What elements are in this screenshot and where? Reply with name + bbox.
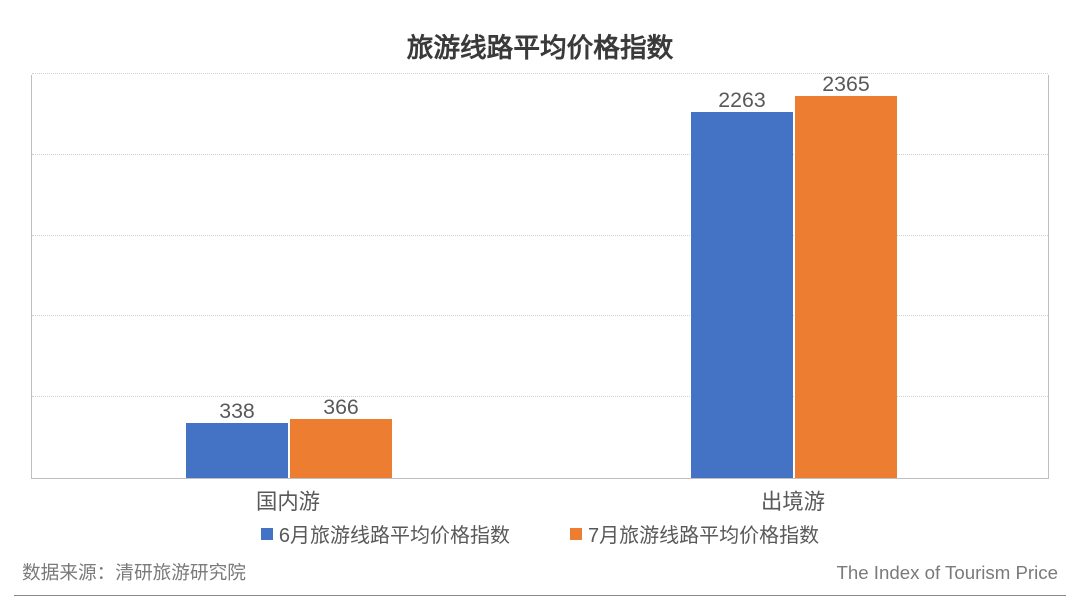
footer-rule xyxy=(14,595,1066,596)
x-axis-labels: 国内游 出境游 xyxy=(31,485,1049,513)
bar: 338 xyxy=(186,423,288,478)
legend-label: 7月旅游线路平均价格指数 xyxy=(588,519,819,548)
x-axis-category-label: 出境游 xyxy=(733,485,853,516)
chart-card: 旅游线路平均价格指数 338366 22632365 国内游 出境游 6月旅游线路平… xyxy=(0,0,1080,608)
bar: 366 xyxy=(290,419,392,478)
bar-value-label: 2263 xyxy=(691,88,793,113)
bar: 2365 xyxy=(795,96,897,478)
legend-item: 6月旅游线路平均价格指数 xyxy=(261,519,510,548)
legend-swatch xyxy=(261,528,273,540)
x-axis-category-label: 国内游 xyxy=(228,485,348,516)
data-source-label: 数据来源：清研旅游研究院 xyxy=(22,558,246,585)
bar-value-label: 366 xyxy=(290,395,392,420)
legend-item: 7月旅游线路平均价格指数 xyxy=(570,519,819,548)
legend-swatch xyxy=(570,528,582,540)
chart-legend: 6月旅游线路平均价格指数 7月旅游线路平均价格指数 xyxy=(14,519,1066,548)
legend-label: 6月旅游线路平均价格指数 xyxy=(279,519,510,548)
bar-value-label: 2365 xyxy=(795,72,897,97)
footer-right-label: The Index of Tourism Price xyxy=(836,562,1058,584)
chart-footer: 数据来源：清研旅游研究院 The Index of Tourism Price xyxy=(14,558,1066,596)
chart-plot-area: 338366 22632365 xyxy=(31,75,1049,479)
bar: 2263 xyxy=(691,112,793,478)
chart-title: 旅游线路平均价格指数 xyxy=(14,26,1066,65)
bar-value-label: 338 xyxy=(186,399,288,424)
